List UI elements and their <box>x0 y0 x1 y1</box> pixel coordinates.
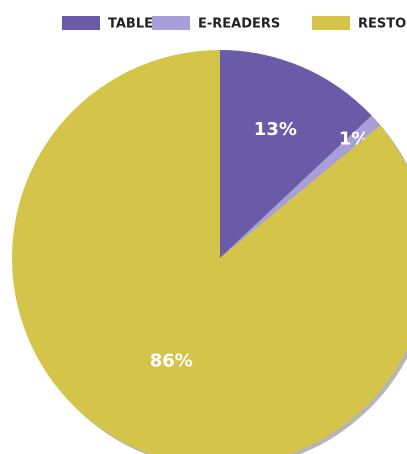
legend-swatch <box>312 16 350 30</box>
pie-slice <box>220 115 381 259</box>
pie-slice <box>220 50 372 258</box>
legend-swatch <box>62 16 100 30</box>
legend-label: E-READERS <box>198 17 280 32</box>
legend-swatch <box>152 16 190 30</box>
slice-label: 13% <box>254 119 297 140</box>
pie-slice <box>12 50 407 454</box>
slice-label: 86% <box>150 351 193 372</box>
legend-label: RESTO <box>358 17 406 32</box>
